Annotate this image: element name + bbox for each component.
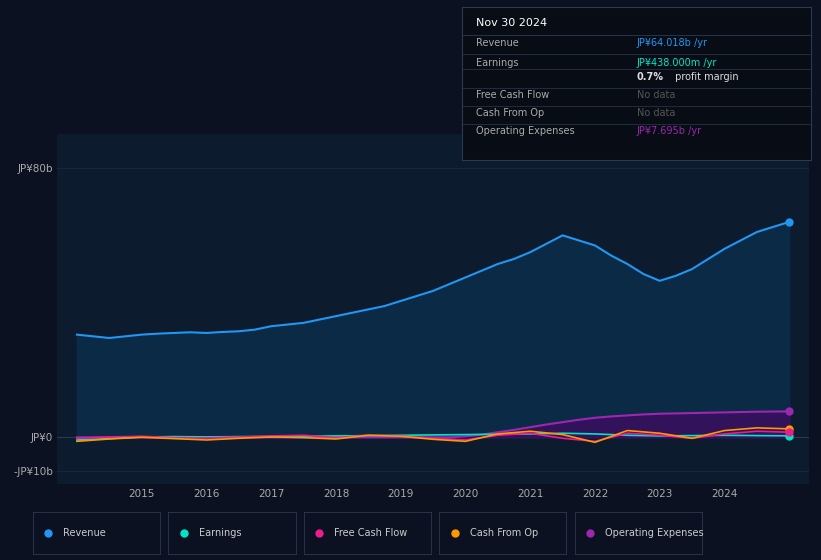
Text: 0.7%: 0.7% [637, 72, 663, 82]
Text: Operating Expenses: Operating Expenses [605, 529, 704, 538]
Text: profit margin: profit margin [672, 72, 738, 82]
Text: JP¥438.000m /yr: JP¥438.000m /yr [637, 58, 717, 68]
Text: Cash From Op: Cash From Op [476, 108, 544, 118]
Text: Earnings: Earnings [476, 58, 519, 68]
Text: No data: No data [637, 108, 675, 118]
Text: No data: No data [637, 90, 675, 100]
Text: Revenue: Revenue [63, 529, 106, 538]
Text: Free Cash Flow: Free Cash Flow [334, 529, 407, 538]
Text: JP¥7.695b /yr: JP¥7.695b /yr [637, 126, 702, 136]
Text: JP¥64.018b /yr: JP¥64.018b /yr [637, 38, 708, 48]
Text: Nov 30 2024: Nov 30 2024 [476, 18, 548, 28]
Text: Cash From Op: Cash From Op [470, 529, 538, 538]
Text: Free Cash Flow: Free Cash Flow [476, 90, 549, 100]
Text: Revenue: Revenue [476, 38, 519, 48]
Text: Operating Expenses: Operating Expenses [476, 126, 575, 136]
Text: Earnings: Earnings [199, 529, 241, 538]
